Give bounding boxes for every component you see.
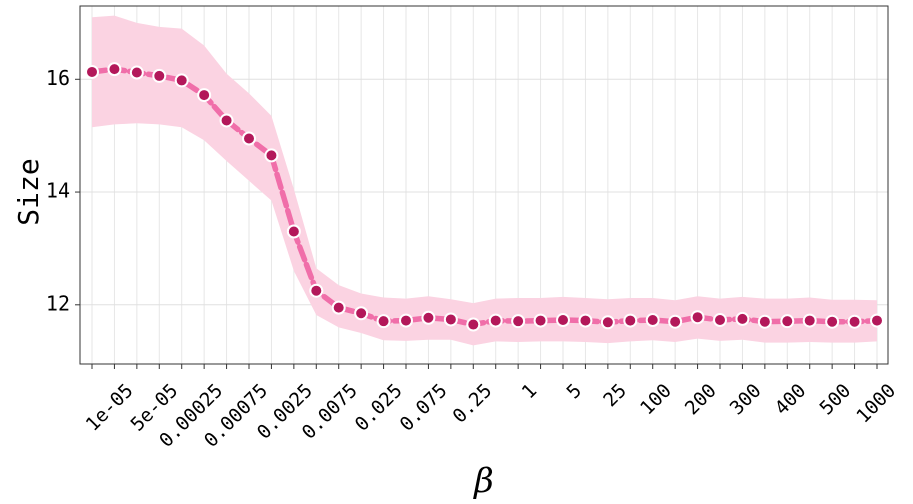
x-tick-label: 100 xyxy=(636,380,676,420)
data-point xyxy=(286,224,301,239)
data-point xyxy=(399,313,413,328)
x-tick-label: 300 xyxy=(726,380,766,420)
data-point xyxy=(443,312,458,327)
plot-frame xyxy=(79,5,889,365)
data-point xyxy=(735,311,750,326)
x-tick-label: 25 xyxy=(599,380,631,412)
data-point xyxy=(780,314,795,329)
data-point xyxy=(488,313,503,328)
data-point xyxy=(690,310,705,325)
data-point xyxy=(668,314,683,329)
data-point xyxy=(466,317,481,332)
x-tick-label: 400 xyxy=(771,380,811,420)
x-tick-label: 1e-05 xyxy=(82,380,138,436)
data-point xyxy=(713,313,727,328)
data-point xyxy=(197,88,212,103)
x-tick-label: 200 xyxy=(681,380,721,420)
data-point xyxy=(847,314,862,329)
data-point xyxy=(152,68,167,83)
data-point xyxy=(870,313,884,328)
y-tick-label: 16 xyxy=(46,66,70,90)
data-point xyxy=(802,313,817,328)
x-tick-label: 500 xyxy=(815,380,855,420)
y-tick-label: 12 xyxy=(46,291,70,315)
data-point xyxy=(354,306,369,321)
data-point xyxy=(556,313,570,328)
x-axis: 1e-055e-050.000250.000750.00250.00750.02… xyxy=(82,364,900,452)
x-axis-title: β xyxy=(472,461,494,501)
x-tick-label: 1000 xyxy=(852,380,900,428)
data-point xyxy=(533,313,548,328)
data-point xyxy=(107,62,122,77)
y-axis: 12 14 16 xyxy=(46,66,80,315)
data-point xyxy=(421,310,436,325)
confidence-band xyxy=(92,15,877,346)
x-tick-label: 0.025 xyxy=(351,380,407,436)
data-point xyxy=(85,64,99,79)
data-point xyxy=(219,113,234,128)
data-point xyxy=(331,300,346,315)
data-point xyxy=(578,313,593,328)
y-axis-title: Size xyxy=(12,158,45,225)
y-tick-label: 14 xyxy=(46,179,70,203)
x-tick-label: 5 xyxy=(562,380,586,404)
data-point xyxy=(511,314,526,329)
x-tick-label: 0.25 xyxy=(449,380,497,428)
data-point xyxy=(129,65,144,80)
data-point xyxy=(174,73,189,88)
data-point xyxy=(309,283,324,298)
data-point xyxy=(376,314,391,329)
x-tick-label: 1 xyxy=(518,380,542,404)
data-point xyxy=(645,313,660,328)
series-points xyxy=(85,62,884,332)
data-point xyxy=(600,315,615,330)
data-point xyxy=(825,314,840,329)
data-point xyxy=(242,131,256,146)
data-point xyxy=(623,313,638,328)
data-point xyxy=(264,148,279,163)
x-tick-label: 0.075 xyxy=(396,380,452,436)
data-point xyxy=(757,314,772,329)
